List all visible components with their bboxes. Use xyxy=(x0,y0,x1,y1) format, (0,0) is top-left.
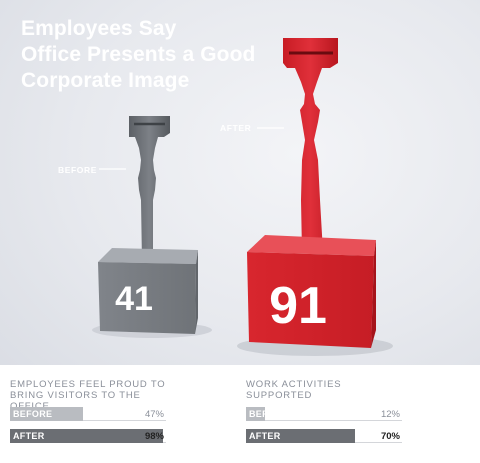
bar-fill-after xyxy=(10,429,163,443)
bar-row-before: BEFORE 47% xyxy=(10,407,166,421)
bar-category-label: AFTER xyxy=(13,431,45,441)
proud-visitors-panel: EMPLOYEES FEEL PROUD TO BRING VISITORS T… xyxy=(10,379,168,443)
bar-fill-after xyxy=(246,429,355,443)
before-block-number: 41 xyxy=(115,280,153,318)
bar-fill-before xyxy=(246,407,265,421)
sculpture-illustration: BEFORE AFTER 41 91 xyxy=(58,38,393,356)
bar-category-label: BEFORE xyxy=(249,409,289,419)
bar-fill-before xyxy=(10,407,83,421)
headline-line-1: Employees Say xyxy=(21,17,177,40)
before-figure xyxy=(98,116,198,334)
bar-row-after: AFTER 98% xyxy=(10,429,166,443)
bar-value-label: 47% xyxy=(144,409,164,420)
bar-value-label: 12% xyxy=(380,409,400,420)
stats-section: EMPLOYEES FEEL PROUD TO BRING VISITORS T… xyxy=(0,365,480,463)
bar-category-label: AFTER xyxy=(249,431,281,441)
headline: Employees Say Office Presents a Good Cor… xyxy=(21,16,271,94)
hero-photo: BEFORE AFTER 41 91 Employees Say Office … xyxy=(0,0,480,365)
bar-row-before: BEFORE 12% xyxy=(246,407,402,421)
bar-row-after: AFTER 70% xyxy=(246,429,402,443)
headline-line-2: Office Presents a Good xyxy=(21,43,256,66)
bar-track xyxy=(246,407,402,421)
headline-line-3: Corporate Image xyxy=(21,69,190,92)
after-tag: AFTER xyxy=(220,123,251,133)
before-tag: BEFORE xyxy=(58,165,97,175)
bar-track xyxy=(10,407,166,421)
bar-value-label: 70% xyxy=(380,431,400,442)
panel-title: WORK ACTIVITIES SUPPORTED xyxy=(246,379,342,401)
panel-title: EMPLOYEES FEEL PROUD TO BRING VISITORS T… xyxy=(10,379,166,412)
after-block-number: 91 xyxy=(269,277,327,335)
work-activities-panel: WORK ACTIVITIES SUPPORTED BEFORE 12% AFTER… xyxy=(246,379,404,443)
bar-value-label: 98% xyxy=(144,431,164,442)
after-figure xyxy=(247,38,376,348)
bar-category-label: BEFORE xyxy=(13,409,53,419)
